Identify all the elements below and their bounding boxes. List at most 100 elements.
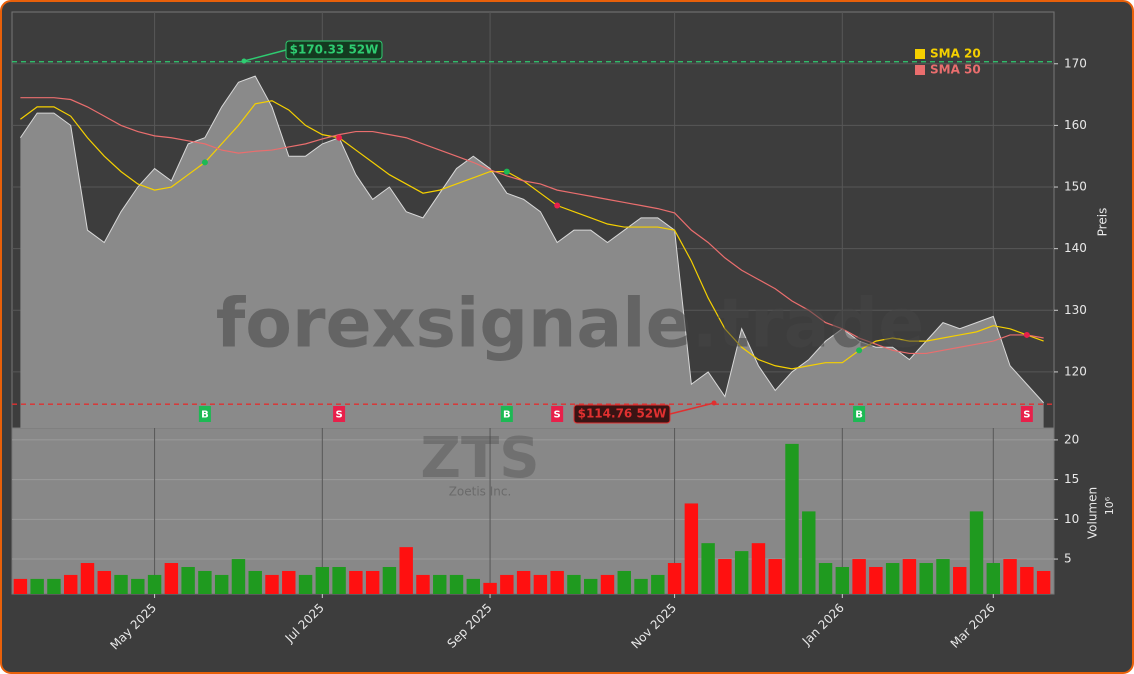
volume-bar	[634, 578, 648, 594]
volume-bar	[147, 574, 162, 594]
volume-bar	[533, 574, 548, 594]
volume-bar	[80, 563, 95, 594]
signal-label: S	[335, 410, 342, 421]
signal-dot	[856, 347, 863, 354]
volume-bar	[667, 563, 682, 594]
volume-bar	[986, 563, 1000, 594]
volume-bar	[936, 559, 950, 594]
signal-badge	[853, 406, 866, 422]
volume-bar	[1020, 566, 1034, 594]
volume-bar	[114, 574, 128, 594]
y-tick-label: 160	[1064, 118, 1087, 132]
volume-bar	[181, 566, 195, 594]
y-tick-label: 170	[1064, 56, 1087, 70]
volume-bar	[1003, 559, 1017, 594]
volume-bar	[701, 543, 715, 594]
company: Zoetis Inc.	[449, 485, 512, 499]
volume-bar	[919, 563, 933, 594]
volume-bar	[298, 574, 313, 594]
annotation-label: $170.33 52W	[290, 43, 379, 57]
volume-bar	[852, 559, 866, 594]
signal-badge	[551, 406, 564, 422]
volume-bar	[802, 511, 816, 594]
volume-bar	[869, 566, 883, 594]
volume-bar	[466, 578, 480, 594]
volume-bar	[651, 574, 665, 594]
volume-bar	[835, 566, 850, 594]
volume-bar	[416, 574, 430, 594]
volume-bar	[500, 574, 514, 594]
volume-bar	[131, 578, 145, 594]
volume-bar	[584, 578, 598, 594]
volume-bar	[13, 578, 28, 594]
signal-dot	[336, 134, 343, 141]
price-line	[19, 75, 1044, 404]
volume-bar	[97, 570, 111, 594]
sma-line	[20, 97, 1044, 355]
volume-bar	[332, 566, 346, 594]
signal-badge	[500, 406, 513, 422]
legend-label: SMA 20	[930, 47, 981, 61]
annotation-box	[573, 404, 671, 424]
volume-bar	[785, 443, 799, 594]
volume-bar	[768, 559, 782, 594]
signal-badge	[333, 406, 346, 422]
volume-bar	[399, 547, 413, 594]
y-tick-label: 150	[1064, 180, 1087, 194]
volume-bar	[349, 570, 363, 594]
volume-bar	[433, 574, 447, 594]
volume-bar	[885, 563, 900, 594]
volume-bar	[30, 578, 44, 594]
annotation-arrow	[243, 49, 287, 62]
signal-dot	[201, 159, 208, 166]
y2-tick-label: 10	[1064, 512, 1079, 526]
volume-bar	[751, 543, 766, 594]
volume-bar	[231, 559, 246, 594]
volume-bar	[718, 559, 732, 594]
annotation-label: $114.76 52W	[578, 407, 667, 421]
volume-bar	[164, 563, 179, 594]
y2-axis-label: Volumen	[1086, 487, 1100, 539]
volume-bar	[734, 551, 749, 594]
volume-bar	[617, 570, 631, 594]
volume-bar	[198, 570, 212, 594]
volume-bar	[902, 559, 917, 594]
volume-bar	[365, 570, 380, 594]
y-tick-label: 140	[1064, 241, 1087, 255]
volume-bar	[248, 570, 262, 594]
price-area	[20, 76, 1044, 428]
y2-tick-label: 20	[1064, 432, 1079, 446]
legend-swatch	[915, 49, 925, 59]
signal-dot	[503, 168, 510, 175]
symbol: ZTS	[420, 426, 539, 491]
annotation-arrow	[669, 402, 715, 415]
volume-bar	[684, 503, 699, 594]
y-tick-label: 130	[1064, 303, 1087, 317]
volume-bar	[600, 574, 615, 594]
volume-bar	[1036, 570, 1051, 594]
volume-bar	[47, 578, 61, 594]
arrow-head	[711, 400, 717, 406]
signal-label: S	[1023, 410, 1030, 421]
volume-bar	[567, 574, 581, 594]
volume-bar	[550, 570, 564, 594]
volume-bar	[449, 574, 464, 594]
signal-badge	[1020, 406, 1033, 422]
annotation-box	[285, 40, 383, 60]
volume-bar	[818, 563, 833, 594]
signal-label: B	[201, 410, 209, 421]
y2-axis-unit: 10⁶	[1103, 496, 1116, 515]
volume-bar	[953, 566, 967, 594]
volume-bar	[315, 566, 330, 594]
y-axis-label: Preis	[1096, 208, 1110, 237]
volume-bar	[214, 574, 229, 594]
arrow-head	[241, 58, 247, 64]
volume-bar	[969, 511, 984, 594]
y-tick-label: 120	[1064, 364, 1087, 378]
y2-tick-label: 15	[1064, 472, 1079, 486]
signal-dot	[1023, 331, 1030, 338]
volume-bar	[64, 574, 78, 594]
signal-label: S	[554, 410, 561, 421]
volume-bar	[483, 582, 497, 594]
